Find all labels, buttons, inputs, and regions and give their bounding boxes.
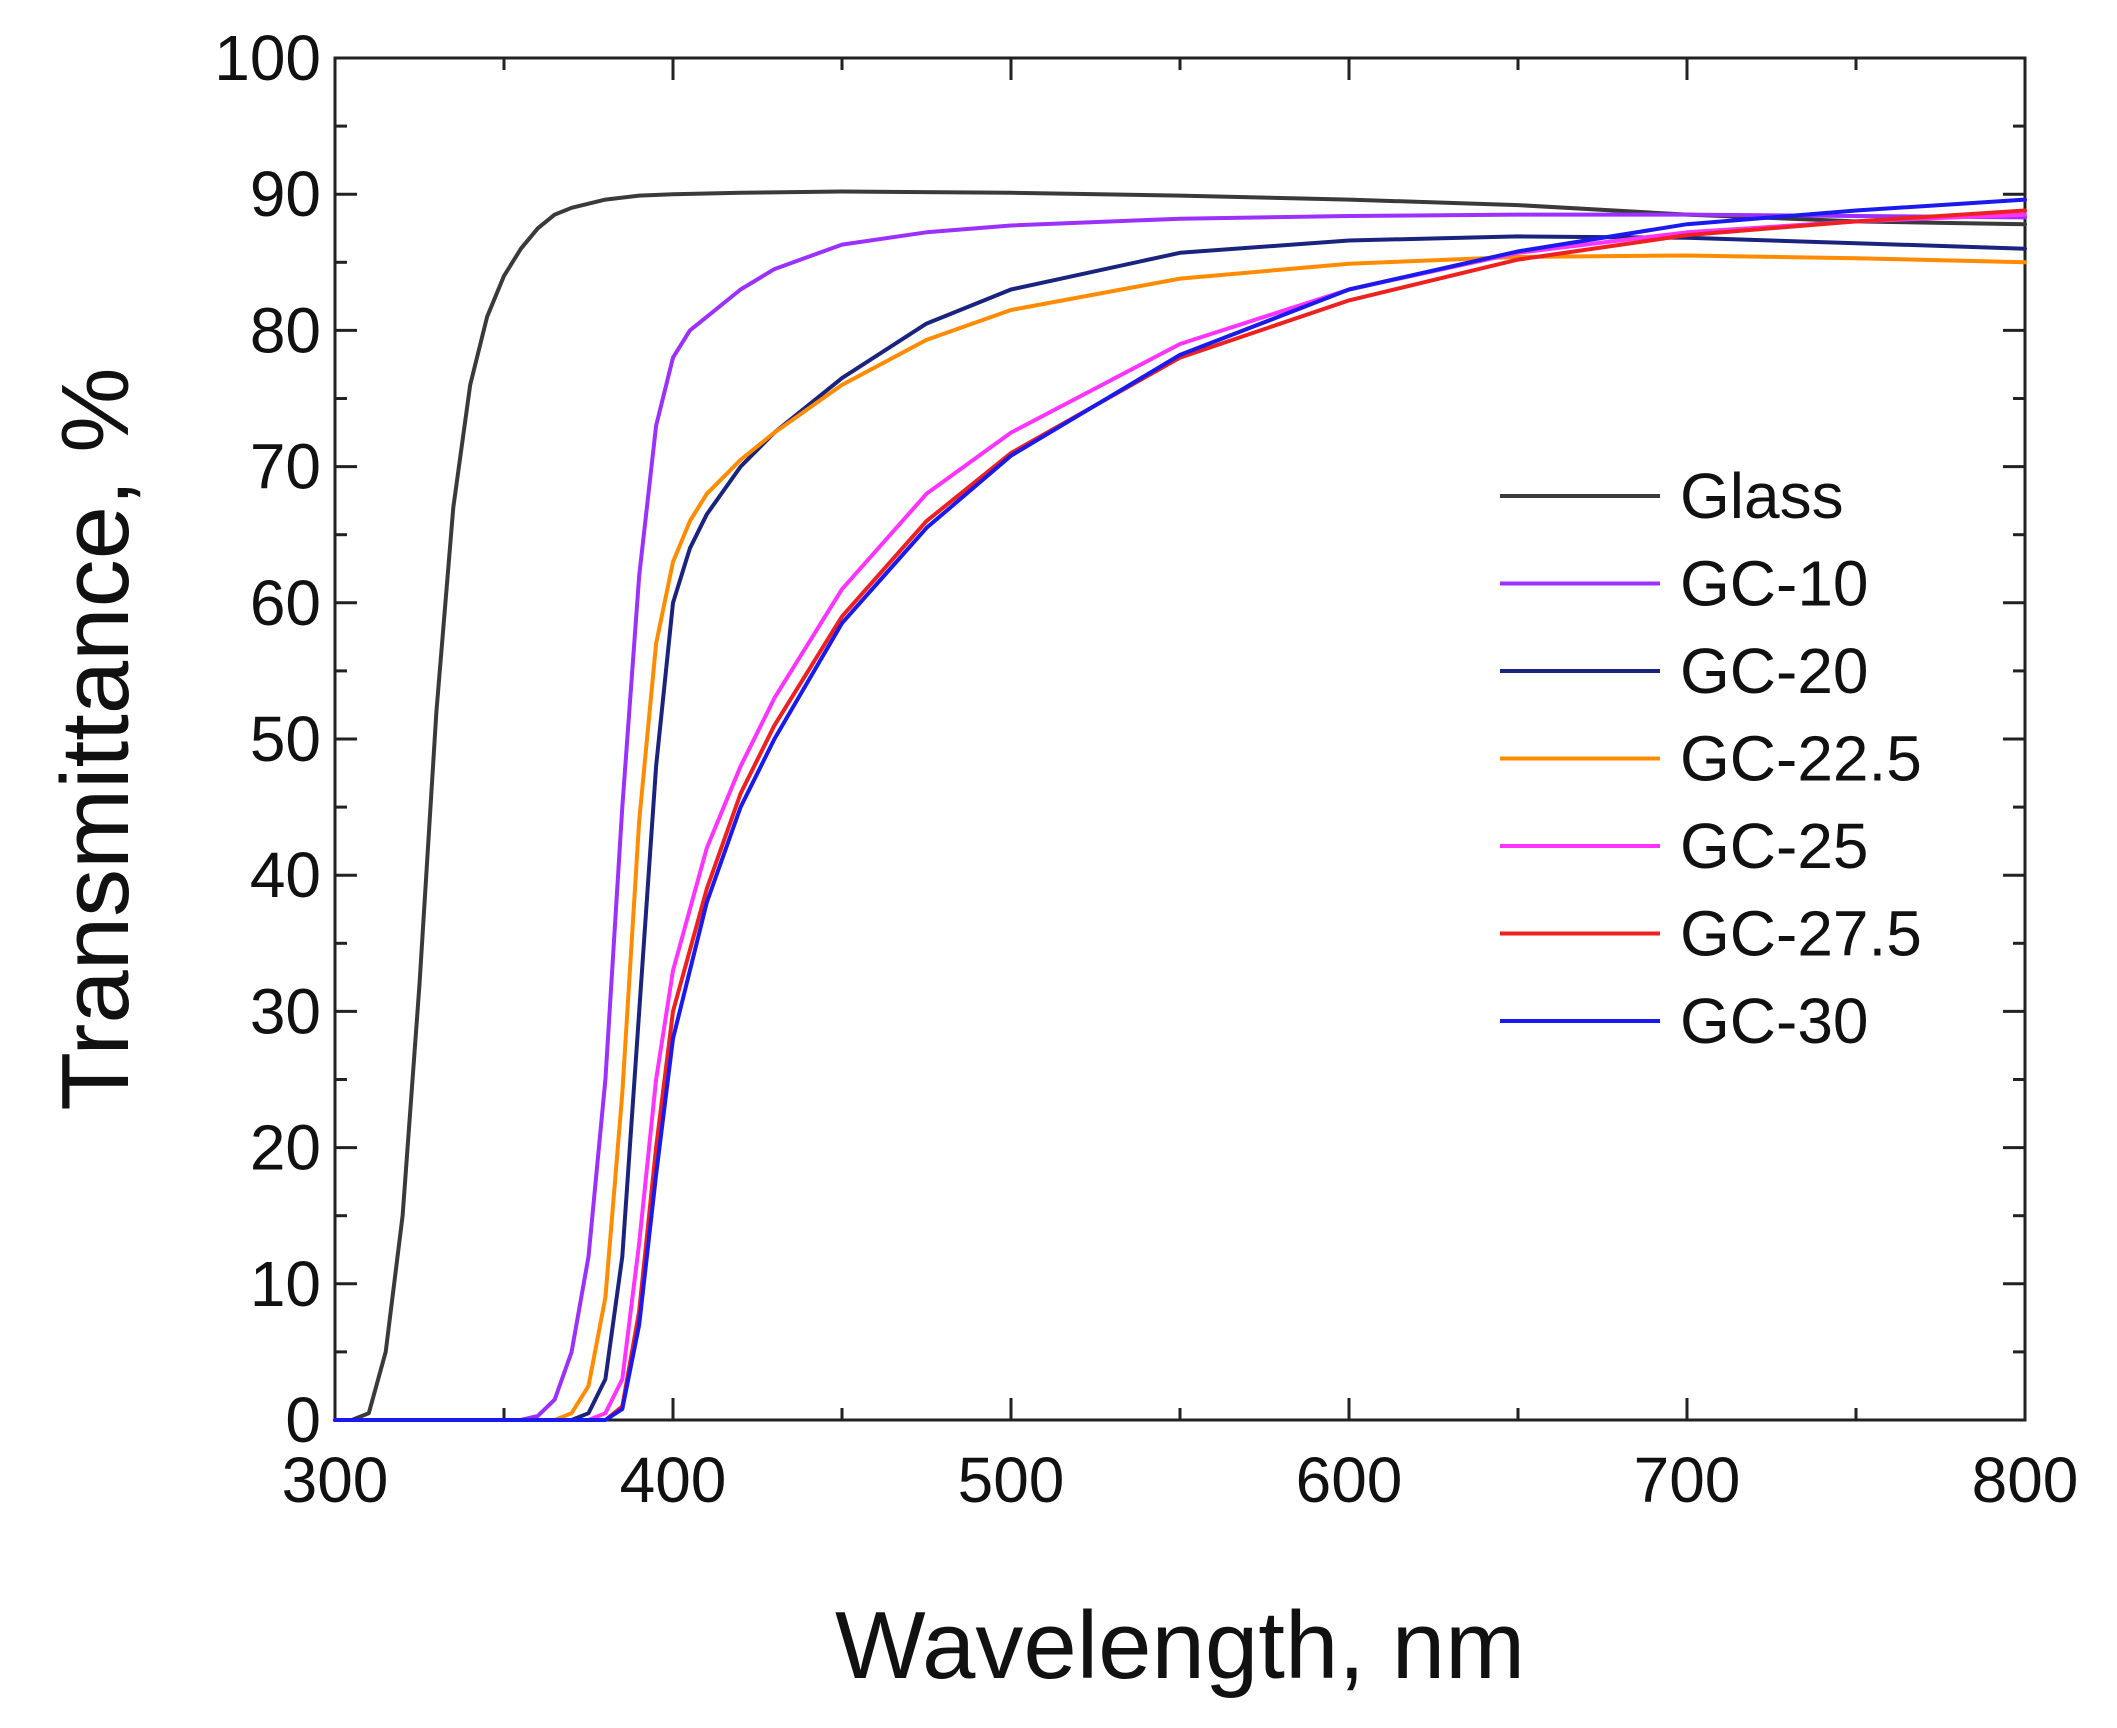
x-tick-label: 600 xyxy=(1296,1444,1403,1516)
legend-label-gc-25: GC-25 xyxy=(1680,810,1869,882)
series-lines xyxy=(333,189,2027,1422)
x-tick-label: 500 xyxy=(958,1444,1065,1516)
y-tick-label: 90 xyxy=(250,158,321,230)
legend-label-gc-22-5: GC-22.5 xyxy=(1680,723,1922,795)
x-tick-label: 800 xyxy=(1972,1444,2079,1516)
legend-label-gc-27-5: GC-27.5 xyxy=(1680,898,1922,970)
x-tick-label: 300 xyxy=(282,1444,389,1516)
series-line-glass xyxy=(333,189,2027,1422)
y-tick-label: 60 xyxy=(250,567,321,639)
y-tick-label: 50 xyxy=(250,703,321,775)
legend-label-glass: Glass xyxy=(1680,460,1844,532)
y-tick-label: 40 xyxy=(250,839,321,911)
y-tick-label: 10 xyxy=(250,1248,321,1320)
x-axis-title: Wavelength, nm xyxy=(835,1592,1525,1699)
y-tick-label: 20 xyxy=(250,1112,321,1184)
y-tick-label: 0 xyxy=(285,1384,321,1456)
legend: Glass GC-10 GC-20 GC-22.5 GC-25 GC-27.5 GC-30 xyxy=(1500,460,1922,1057)
x-tick-label: 400 xyxy=(620,1444,727,1516)
axis-ticks xyxy=(333,56,2027,1422)
axis-tick-labels: 300 400 500 600 700 800 0 10 20 30 40 50 60 70 80 90 100 xyxy=(214,22,2078,1516)
y-tick-label: 30 xyxy=(250,975,321,1047)
y-tick-label: 80 xyxy=(250,294,321,366)
legend-label-gc-10: GC-10 xyxy=(1680,548,1869,620)
y-tick-label: 100 xyxy=(214,22,321,94)
series-line-gc-22-5 xyxy=(333,253,2027,1422)
series-line-gc-10 xyxy=(333,212,2027,1422)
series-line-gc-30 xyxy=(333,197,2027,1422)
legend-label-gc-20: GC-20 xyxy=(1680,635,1869,707)
y-axis-title: Transmittance, % xyxy=(42,367,149,1110)
x-tick-label: 700 xyxy=(1634,1444,1741,1516)
series-line-gc-20 xyxy=(333,234,2027,1422)
legend-label-gc-30: GC-30 xyxy=(1680,985,1869,1057)
series-line-gc-27-5 xyxy=(333,208,2027,1422)
y-tick-label: 70 xyxy=(250,431,321,503)
